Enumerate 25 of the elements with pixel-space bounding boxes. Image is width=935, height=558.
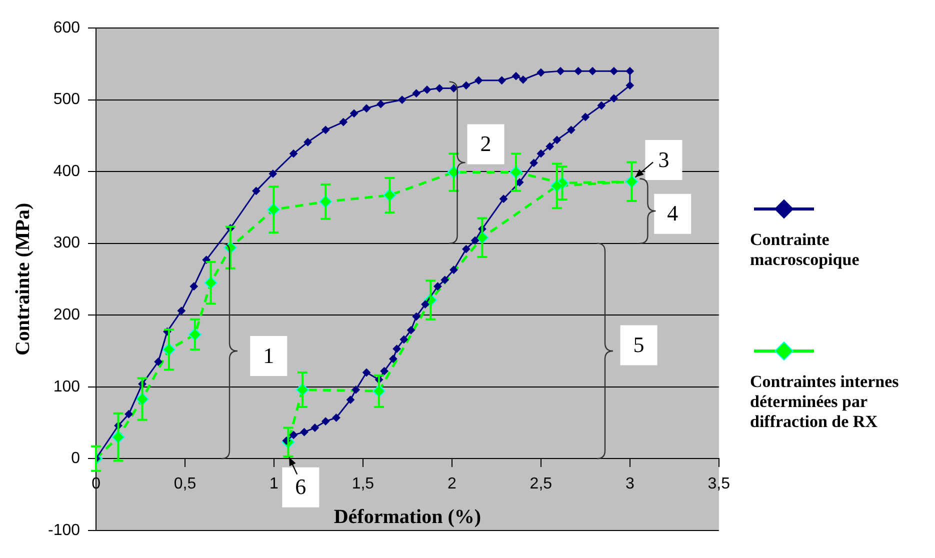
y-tick-label: 100 xyxy=(53,378,80,396)
annotation: 5 xyxy=(633,332,644,358)
legend-label: Contrainte macroscopique xyxy=(750,230,860,270)
y-tick-label: 0 xyxy=(71,450,80,468)
x-axis-title: Déformation (%) xyxy=(334,506,482,528)
y-tick-label: 600 xyxy=(53,19,80,36)
y-tick-label: 400 xyxy=(53,162,80,180)
annotation: 1 xyxy=(263,342,274,368)
x-tick-label: 0,5 xyxy=(174,476,196,493)
y-tick-label: 500 xyxy=(53,91,80,108)
x-tick-label: 3,5 xyxy=(708,476,730,493)
y-tick-label: 300 xyxy=(53,234,80,252)
annotation: 3 xyxy=(658,146,670,172)
legend-label: Contraintes internes déterminées par diffraction de RX xyxy=(750,372,900,432)
y-tick-label: -100 xyxy=(48,522,80,539)
x-tick-label: 3 xyxy=(625,476,634,493)
annotation: 2 xyxy=(480,131,492,156)
x-tick-label: 1 xyxy=(270,476,279,493)
annotation: 6 xyxy=(295,474,306,500)
x-tick-label: 2 xyxy=(447,476,456,493)
y-tick-label: 200 xyxy=(53,306,80,324)
x-tick-label: 1,5 xyxy=(352,476,374,493)
y-axis-title: Contrainte (MPa) xyxy=(12,202,34,356)
annotation: 4 xyxy=(667,200,678,226)
x-tick-label: 2,5 xyxy=(530,476,552,493)
